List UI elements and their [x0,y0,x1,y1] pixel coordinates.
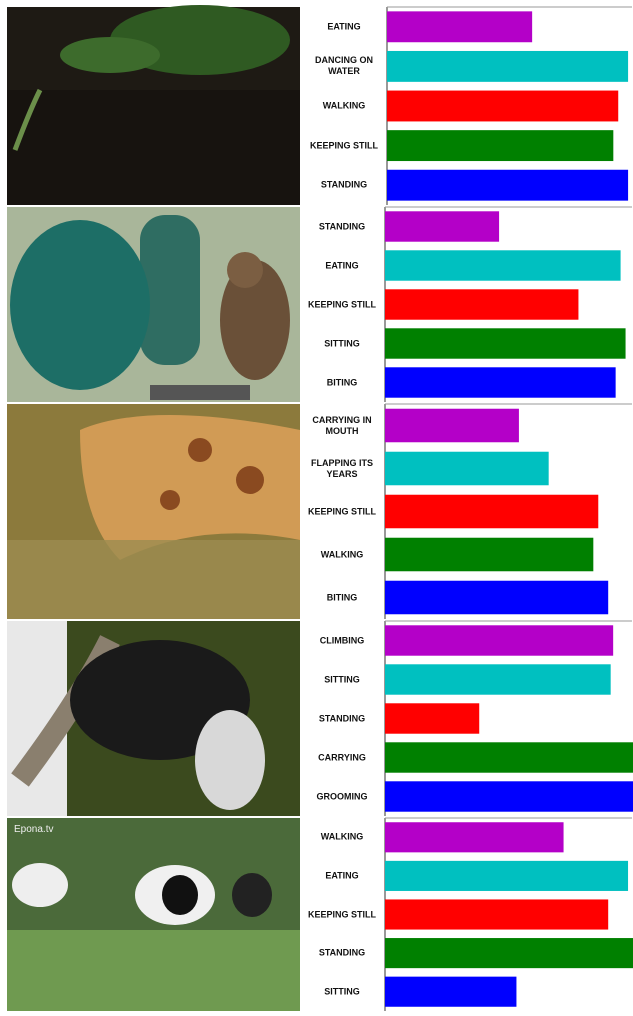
bar [385,451,549,486]
category-label: BITING [326,377,358,387]
bar [387,90,619,122]
category-label: SITTING [324,674,360,684]
bar [385,367,616,398]
bar [385,537,594,572]
category-label: SITTING [324,338,360,348]
bar [385,580,609,615]
bar [385,625,614,656]
category-label: KEEPING STILL [307,506,376,516]
category-label: GROOMING [316,791,368,801]
bar [385,938,633,969]
photo-colobus [7,621,300,816]
bar [385,250,621,281]
bar [385,289,579,320]
category-label: WALKING [322,100,366,111]
bar [385,781,633,812]
bar [385,860,629,891]
category-label: DANCING ON WATER [315,55,373,77]
category-label: WALKING [320,831,364,842]
photo-giraffe [7,404,300,619]
category-label: WALKING [320,549,364,559]
category-label: EATING [327,21,361,32]
photo-horses [7,818,300,1011]
bar [385,494,599,529]
category-label: KEEPING STILL [307,299,376,309]
category-label: EATING [325,870,359,881]
bar [385,408,519,443]
category-label: STANDING [318,947,366,958]
photo-frog [7,5,300,205]
bar [385,664,611,695]
bar [387,50,629,82]
bar [385,703,480,734]
bar [385,211,500,242]
category-label: STANDING [318,713,366,723]
category-label: BITING [326,592,358,602]
bar [385,742,633,773]
category-label: KEEPING STILL [309,140,378,151]
category-label: CARRYING IN MOUTH [312,414,372,436]
category-label: STANDING [320,179,368,190]
photo-monkey [7,207,300,402]
category-label: STANDING [318,221,366,231]
bar [385,899,609,930]
category-label: CLIMBING [319,635,365,645]
watermark: Epona.tv [14,824,54,835]
bar [387,130,614,162]
category-label: EATING [325,260,359,270]
bar [385,822,564,853]
category-label: SITTING [324,986,360,997]
bar [385,328,626,359]
category-label: FLAPPING ITS YEARS [310,457,373,479]
bar [385,976,517,1007]
category-label: KEEPING STILL [307,909,376,919]
bar [387,11,533,43]
category-label: CARRYING [318,752,366,762]
bar [387,169,629,201]
